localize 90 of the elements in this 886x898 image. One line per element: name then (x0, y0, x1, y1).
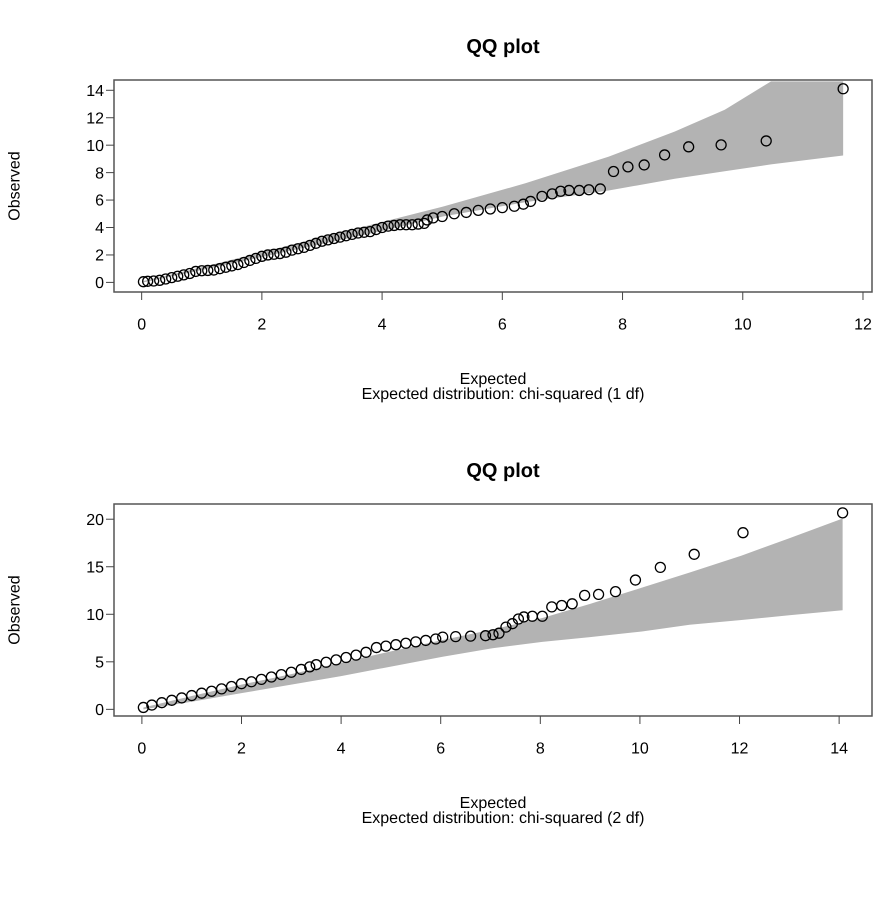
point (206, 686, 218, 697)
point (578, 590, 590, 602)
text: Expected distribution: chi-squared (2 df) (360, 810, 646, 828)
point (330, 654, 342, 666)
x-tick-label: 0 (137, 740, 146, 758)
y-tick-label: 10 (86, 138, 104, 155)
x-axis-title: Expected (460, 795, 526, 812)
point (518, 611, 530, 623)
point (487, 629, 499, 640)
point (610, 586, 622, 598)
point (536, 610, 548, 622)
point (166, 694, 178, 706)
y-tick-label: 2 (95, 248, 104, 265)
y-tick-label: 0 (95, 702, 104, 720)
point (304, 661, 316, 672)
y-tick-label: 14 (86, 82, 104, 100)
point (216, 683, 228, 695)
point (566, 598, 578, 610)
point (236, 678, 248, 690)
point (226, 680, 238, 692)
point (266, 671, 278, 683)
point (836, 507, 848, 518)
text: Expected distribution: chi-squared (1 df) (360, 386, 646, 404)
point (500, 621, 512, 633)
x-tick-label: 8 (618, 316, 628, 334)
point (688, 548, 700, 560)
point (450, 630, 462, 642)
x-tick-label: 12 (854, 316, 872, 334)
point (186, 690, 198, 702)
y-tick-label: 0 (95, 275, 104, 292)
point (506, 618, 518, 630)
y-tick-label: 8 (95, 165, 104, 182)
x-tick-label: 4 (336, 740, 346, 758)
point (360, 646, 372, 658)
point (420, 634, 432, 646)
point (138, 702, 150, 714)
point (654, 562, 666, 574)
point (256, 674, 268, 686)
y-axis-title: Observed (6, 575, 24, 645)
point (430, 633, 442, 645)
point (390, 639, 402, 650)
point (370, 642, 382, 654)
point (410, 636, 422, 648)
x-tick-label: 8 (536, 740, 545, 758)
y-tick-label: 20 (86, 512, 104, 529)
point (246, 676, 258, 688)
y-tick-label: 4 (95, 220, 104, 238)
point (526, 610, 538, 622)
point (464, 630, 476, 642)
y-axis-title: Observed (6, 151, 24, 221)
y-tick-label: 12 (86, 110, 104, 128)
x-tick-label: 10 (734, 316, 752, 334)
y-tick-label: 15 (86, 559, 104, 576)
chart-title: QQ plot (465, 35, 541, 60)
point (380, 640, 392, 652)
point (296, 664, 307, 676)
x-tick-label: 12 (730, 740, 749, 758)
y-tick-label: 6 (95, 192, 104, 210)
point (156, 697, 168, 708)
point (276, 668, 287, 680)
x-tick-label: 6 (498, 316, 507, 334)
y-tick-label: 5 (95, 654, 104, 672)
point (556, 600, 568, 612)
point (630, 574, 642, 586)
x-tick-label: 14 (830, 740, 848, 758)
y-tick-label: 10 (86, 606, 104, 624)
point (437, 631, 448, 643)
point (546, 601, 558, 613)
chart-title: QQ plot (465, 459, 541, 484)
point (286, 666, 297, 678)
point (480, 630, 492, 642)
point (176, 692, 188, 704)
point (493, 628, 505, 639)
point (310, 659, 322, 670)
point (592, 588, 604, 600)
x-axis-title: Expected (460, 371, 526, 388)
x-tick-label: 2 (237, 740, 246, 758)
x-tick-label: 10 (631, 740, 649, 758)
point (350, 650, 362, 661)
x-tick-label: 6 (436, 740, 446, 758)
point (146, 699, 158, 711)
point (400, 638, 412, 649)
x-tick-label: 0 (137, 316, 146, 334)
point (320, 656, 332, 668)
point (196, 688, 208, 699)
point (340, 652, 352, 664)
x-tick-label: 2 (257, 316, 266, 334)
point (737, 527, 749, 538)
point (512, 613, 524, 625)
x-tick-label: 4 (378, 316, 387, 334)
